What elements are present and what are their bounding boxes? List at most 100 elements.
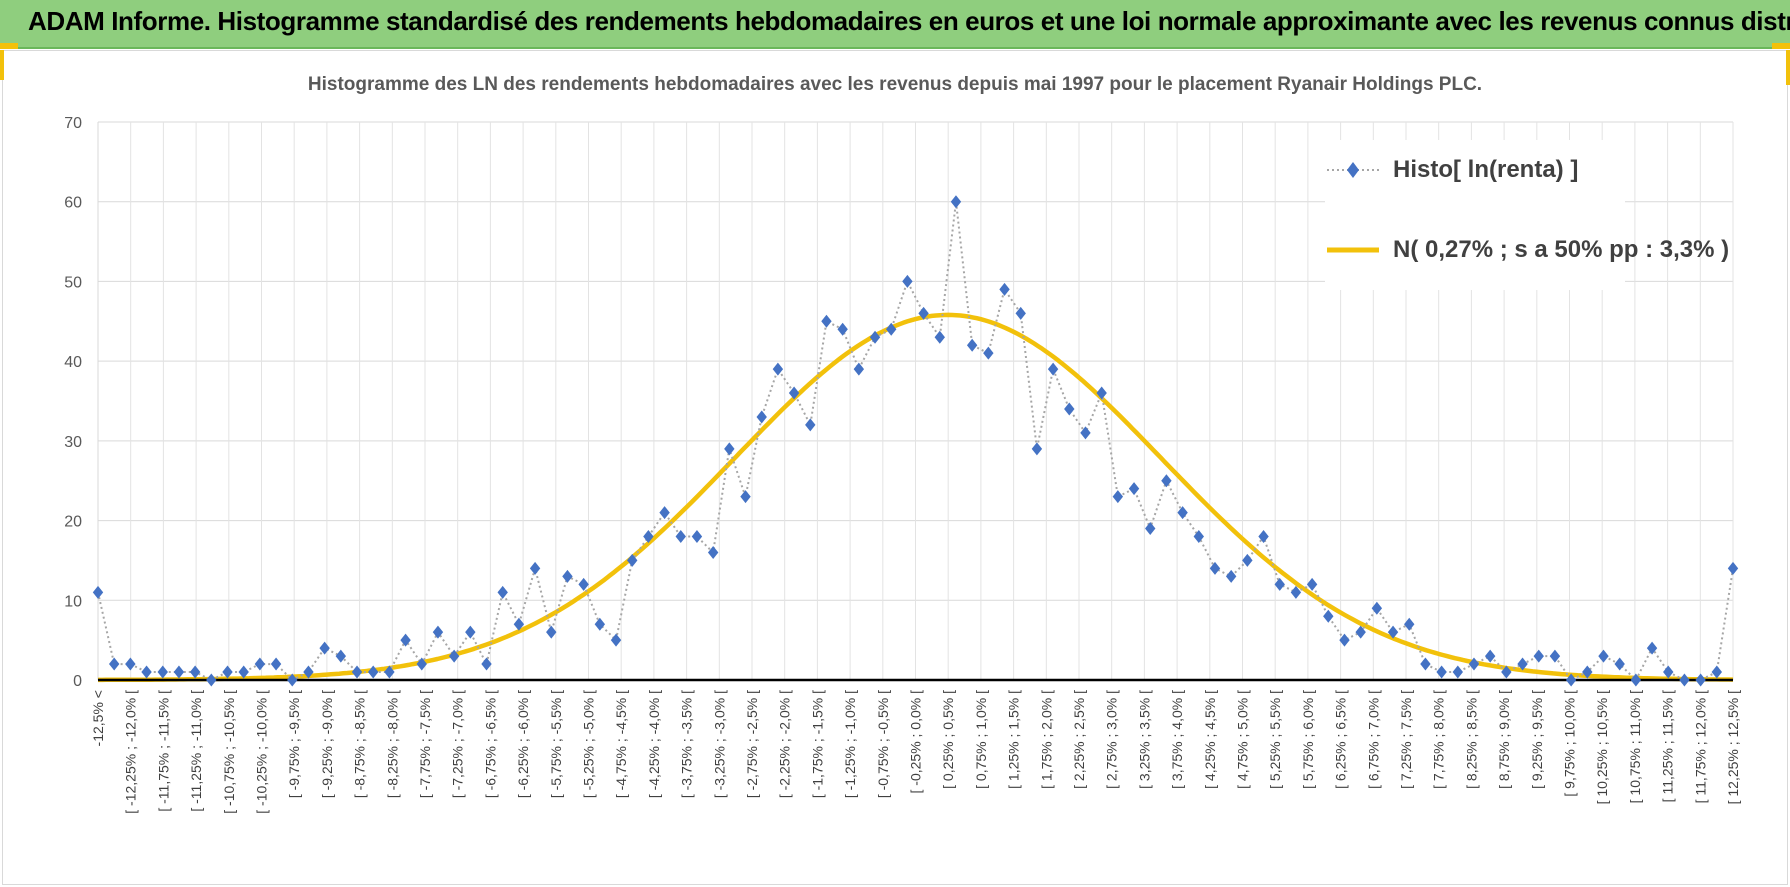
histo-point	[1371, 601, 1383, 615]
x-tick-label: [ 6,75% ; 7,0% [	[1365, 690, 1381, 789]
x-tick-label: [ -5,75% ; -5,5% [	[548, 690, 564, 798]
histo-point	[1549, 649, 1561, 663]
histo-point	[821, 314, 832, 328]
legend-item-normal: N( 0,27% ; s a 50% pp : 3,3% )	[1325, 230, 1729, 270]
x-tick-label: [ -0,25% ; 0,0% [	[908, 690, 924, 794]
x-tick-label: [ 9,25% ; 9,5% [	[1529, 690, 1545, 789]
legend-item-histo: Histo[ ln(renta) ]	[1325, 150, 1578, 190]
histo-point	[950, 195, 962, 209]
histo-point	[1258, 530, 1269, 544]
x-tick-label: [ 8,75% ; 9,0% [	[1496, 690, 1512, 789]
chart-legend: Histo[ ln(renta) ] N( 0,27% ; s a 50% pp…	[1325, 140, 1729, 290]
x-tick-label: [ 5,25% ; 5,5% [	[1267, 690, 1283, 789]
histo-point	[1177, 506, 1188, 520]
report-banner: ADAM Informe. Histogramme standardisé de…	[0, 0, 1790, 49]
histo-point	[902, 274, 913, 288]
x-tick-label: -12,5% <	[90, 690, 106, 746]
histo-point	[740, 490, 751, 504]
histo-point	[238, 665, 249, 679]
histo-point	[92, 585, 104, 599]
histo-point	[189, 665, 201, 679]
x-tick-label: [ 12,25% ; 12,5% [	[1725, 690, 1741, 805]
histo-point	[157, 665, 168, 679]
histo-point	[254, 657, 266, 671]
histo-point	[627, 553, 638, 567]
legend-histo-swatch	[1327, 162, 1379, 178]
histo-point	[1436, 665, 1447, 679]
histo-point	[1711, 665, 1723, 679]
histo-point	[886, 322, 897, 336]
histo-point	[335, 649, 347, 663]
histo-point	[1015, 306, 1026, 320]
histo-point	[1225, 569, 1237, 583]
histo-point	[1112, 490, 1124, 504]
histo-point	[1290, 585, 1302, 599]
x-tick-label: [ -6,25% ; -6,0% [	[515, 690, 531, 798]
x-tick-label: [ -9,75% ; -9,5% [	[286, 690, 302, 798]
histo-point	[546, 625, 557, 639]
x-tick-label: [ 4,25% ; 4,5% [	[1202, 690, 1218, 789]
histo-point	[108, 657, 120, 671]
histo-point	[1598, 649, 1609, 663]
x-tick-label: [ 0,25% ; 0,5% [	[940, 690, 956, 789]
x-tick-label: [ 7,25% ; 7,5% [	[1398, 690, 1414, 789]
y-tick-label: 0	[73, 673, 82, 690]
legend-label-normal: N( 0,27% ; s a 50% pp : 3,3% )	[1393, 236, 1730, 263]
histo-point	[513, 617, 525, 631]
histo-point	[578, 577, 589, 591]
legend-label-histo: Histo[ ln(renta) ]	[1393, 156, 1579, 183]
histo-point	[1614, 657, 1625, 671]
chart-frame	[2, 50, 1788, 885]
histo-point	[384, 665, 395, 679]
x-tick-label: [ -12,25% ; -12,0% [	[123, 690, 139, 814]
histo-point	[1404, 617, 1415, 631]
x-tick-label: [ 11,75% ; 12,0% [	[1692, 690, 1708, 803]
x-tick-label: [ 10,75% ; 11,0% [	[1627, 690, 1643, 803]
histo-point	[319, 641, 330, 655]
histo-point	[497, 585, 508, 599]
frame-marker-left	[0, 50, 4, 80]
x-tick-label: [ -3,25% ; -3,0% [	[711, 690, 727, 798]
histo-point	[125, 657, 136, 671]
histo-point	[1128, 482, 1140, 496]
histo-point	[837, 322, 848, 336]
x-tick-label: [ -4,25% ; -4,0% [	[646, 690, 662, 798]
histo-point	[416, 657, 427, 671]
x-tick-label: [ -11,75% ; -11,5% [	[155, 690, 171, 812]
histo-point	[1387, 625, 1399, 639]
histo-point	[1193, 530, 1204, 544]
histo-point	[432, 625, 444, 639]
histo-point	[1468, 657, 1480, 671]
histo-point	[1096, 386, 1107, 400]
histo-point	[983, 346, 994, 360]
histo-point	[1145, 522, 1156, 536]
histo-point	[691, 530, 703, 544]
histo-point	[400, 633, 411, 647]
histo-point	[1484, 649, 1496, 663]
histo-point	[1274, 577, 1285, 591]
banner-accent-right	[1772, 43, 1790, 49]
histo-point	[1355, 625, 1366, 639]
histo-point	[141, 665, 152, 679]
y-tick-label: 20	[64, 514, 82, 531]
x-tick-label: [ 10,25% ; 10,5% [	[1594, 690, 1610, 805]
frame-marker-right	[1786, 50, 1790, 85]
x-tick-label: [ 2,25% ; 2,5% [	[1071, 690, 1087, 789]
histo-point	[1306, 577, 1318, 591]
x-tick-label: [ 9,75% ; 10,0% [	[1562, 690, 1578, 797]
y-tick-label: 50	[64, 274, 82, 291]
histo-point	[772, 362, 784, 376]
x-tick-label: [ 5,75% ; 6,0% [	[1300, 690, 1316, 789]
x-tick-label: [ 0,75% ; 1,0% [	[973, 690, 989, 789]
x-tick-label: [ -8,75% ; -8,5% [	[352, 690, 368, 798]
histo-point	[351, 665, 363, 679]
histo-point	[1727, 561, 1739, 575]
x-tick-label: [ 8,25% ; 8,5% [	[1463, 690, 1479, 789]
x-tick-label: [ -1,25% ; -1,0% [	[842, 690, 858, 798]
histo-point	[610, 633, 622, 647]
x-tick-label: [ -2,75% ; -2,5% [	[744, 690, 760, 798]
x-tick-label: [ -9,25% ; -9,0% [	[319, 690, 335, 798]
histo-point	[529, 561, 541, 575]
histo-point	[788, 386, 800, 400]
histo-point	[1339, 633, 1350, 647]
